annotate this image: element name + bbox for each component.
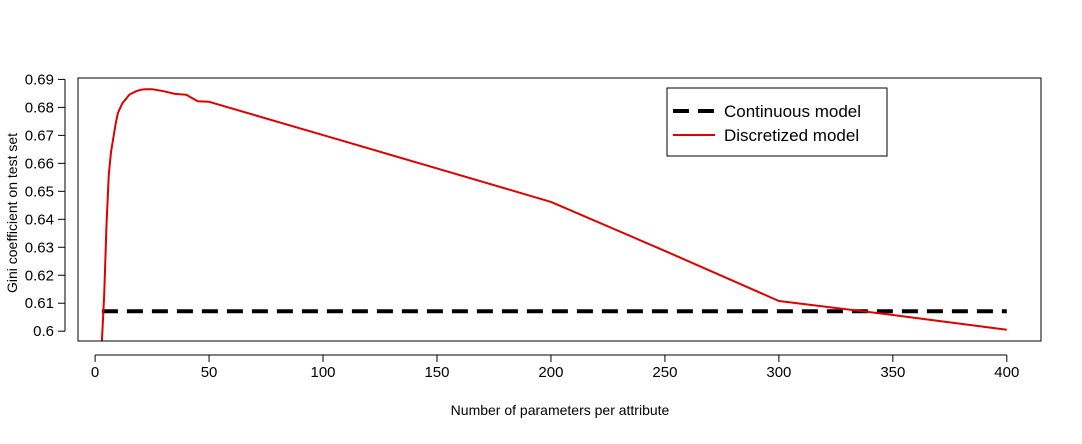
y-tick-label: 0.62 (25, 267, 54, 284)
y-tick-label: 0.69 (25, 71, 54, 88)
x-tick-label: 100 (311, 364, 336, 381)
legend-box (666, 87, 888, 157)
x-tick-label: 300 (766, 364, 791, 381)
plot-series (100, 88, 1007, 341)
y-tick-label: 0.67 (25, 127, 54, 144)
y-tick-label: 0.6 (33, 323, 54, 340)
x-tick-label: 50 (201, 364, 218, 381)
axes: 0 50 100 150 200 250 300 350 400 0.6 0.61 0.62 0.63 0… (25, 71, 1020, 381)
x-tick-label: 250 (652, 364, 677, 381)
x-tick-label: 150 (424, 364, 449, 381)
series-line-discretized-model (100, 88, 1007, 341)
y-axis-label: Gini coefficient on test set (4, 133, 20, 293)
y-tick-label: 0.64 (25, 211, 54, 228)
y-tick-label: 0.66 (25, 155, 54, 172)
legend: Continuous model Discretized model (666, 87, 888, 157)
legend-label-continuous-model: Continuous model (724, 102, 861, 121)
x-tick-label: 350 (880, 364, 905, 381)
legend-label-discretized-model: Discretized model (724, 126, 859, 145)
y-tick-label: 0.68 (25, 99, 54, 116)
x-tick-label: 200 (538, 364, 563, 381)
x-tick-label: 400 (994, 364, 1019, 381)
plot-frame (77, 77, 1042, 342)
x-tick-label: 0 (91, 364, 99, 381)
x-axis-label: Number of parameters per attribute (451, 402, 670, 418)
y-tick-label: 0.63 (25, 239, 54, 256)
y-tick-label: 0.61 (25, 295, 54, 312)
y-tick-label: 0.65 (25, 183, 54, 200)
